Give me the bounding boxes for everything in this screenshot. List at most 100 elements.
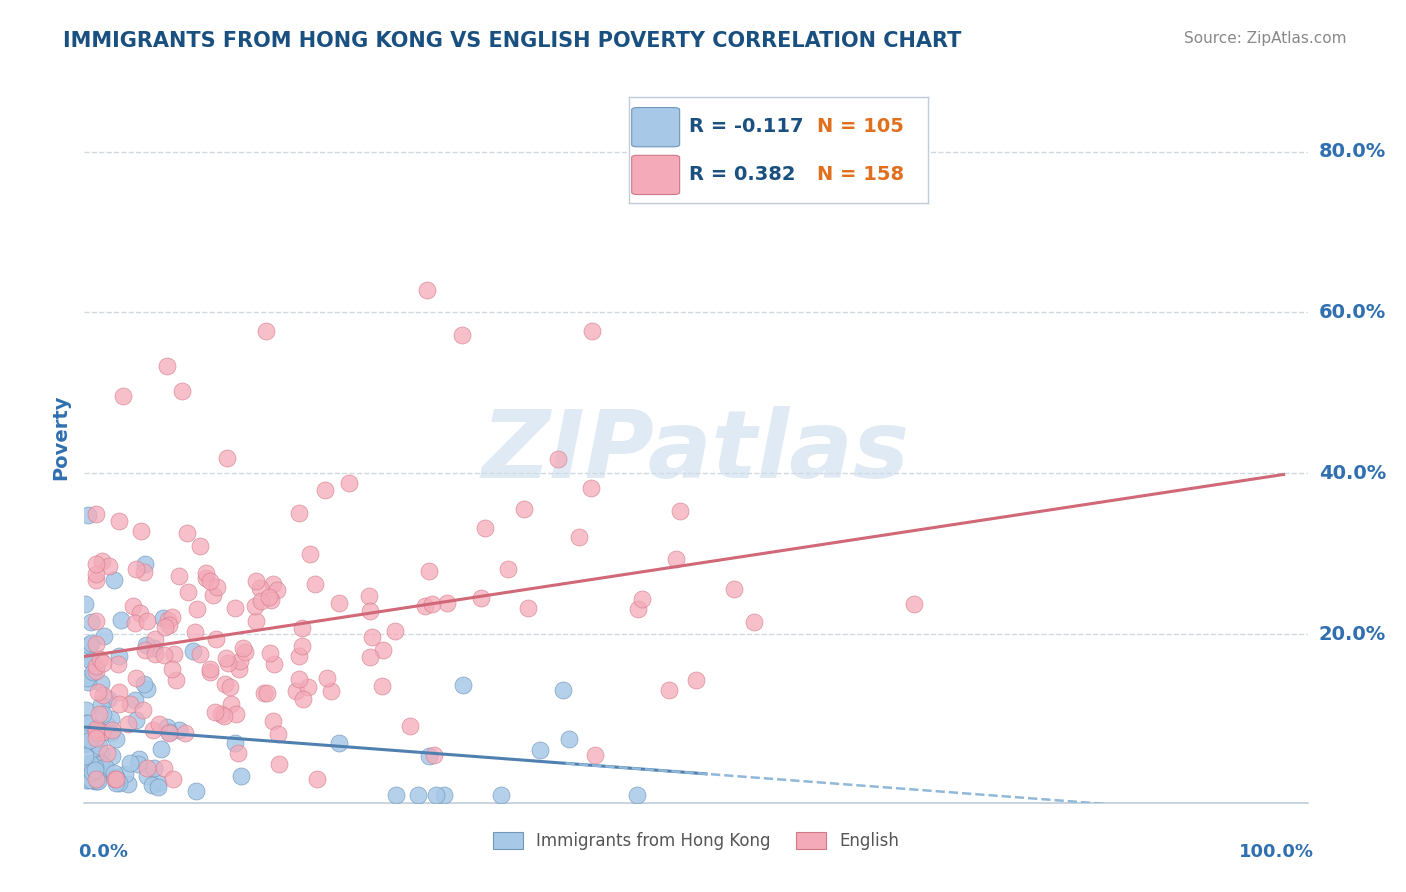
- Point: [87, 706, 110, 721]
- Point: [215, 650, 238, 665]
- Point: [127, 756, 149, 771]
- Point: [93, 629, 115, 643]
- Point: [107, 697, 129, 711]
- Point: [207, 580, 229, 594]
- Point: [328, 736, 350, 750]
- Point: [76, 759, 98, 773]
- Point: [91, 724, 114, 739]
- Point: [124, 616, 146, 631]
- Point: [105, 771, 128, 785]
- Point: [86, 557, 108, 571]
- Point: [903, 597, 925, 611]
- Legend: Immigrants from Hong Kong, English: Immigrants from Hong Kong, English: [486, 825, 905, 856]
- Point: [243, 599, 266, 614]
- Point: [136, 682, 159, 697]
- Point: [204, 632, 226, 646]
- Point: [103, 765, 125, 780]
- Point: [156, 613, 179, 627]
- Point: [253, 686, 276, 700]
- Point: [118, 697, 141, 711]
- Point: [84, 736, 107, 750]
- Point: [107, 514, 129, 528]
- Point: [82, 665, 104, 680]
- Point: [250, 594, 273, 608]
- Point: [136, 769, 159, 783]
- Point: [314, 483, 336, 497]
- Point: [91, 554, 114, 568]
- Point: [91, 657, 114, 671]
- Point: [665, 552, 688, 566]
- Point: [79, 760, 101, 774]
- Point: [195, 571, 218, 585]
- Point: [219, 697, 242, 711]
- Point: [86, 772, 108, 786]
- Point: [94, 759, 117, 773]
- Point: [143, 647, 166, 661]
- Point: [136, 614, 159, 628]
- Point: [245, 574, 267, 588]
- Point: [254, 324, 277, 338]
- Point: [122, 599, 145, 614]
- Point: [307, 772, 329, 786]
- Text: Source: ZipAtlas.com: Source: ZipAtlas.com: [1184, 31, 1347, 46]
- Text: IMMIGRANTS FROM HONG KONG VS ENGLISH POVERTY CORRELATION CHART: IMMIGRANTS FROM HONG KONG VS ENGLISH POV…: [63, 31, 962, 51]
- Point: [432, 788, 454, 802]
- Point: [87, 757, 110, 772]
- Point: [267, 727, 290, 741]
- Point: [101, 748, 124, 763]
- Point: [328, 596, 350, 610]
- Point: [547, 452, 569, 467]
- Point: [86, 614, 108, 628]
- Point: [162, 772, 184, 786]
- Point: [669, 503, 692, 517]
- Point: [91, 688, 114, 702]
- Point: [86, 724, 108, 739]
- Point: [167, 723, 190, 738]
- Point: [96, 718, 118, 732]
- Point: [76, 772, 98, 787]
- Point: [153, 620, 176, 634]
- Point: [86, 773, 108, 788]
- Point: [359, 604, 381, 618]
- Point: [568, 530, 591, 544]
- Point: [135, 761, 157, 775]
- Point: [90, 765, 112, 780]
- Point: [87, 739, 110, 753]
- Point: [89, 652, 111, 666]
- Point: [384, 788, 406, 802]
- Point: [291, 640, 314, 654]
- Point: [86, 722, 108, 736]
- Point: [80, 615, 103, 629]
- Point: [450, 327, 472, 342]
- Point: [76, 671, 98, 685]
- Point: [90, 698, 112, 713]
- Point: [489, 788, 512, 802]
- Point: [110, 614, 132, 628]
- Point: [373, 642, 395, 657]
- Point: [112, 389, 135, 403]
- Point: [141, 778, 163, 792]
- Point: [86, 685, 108, 699]
- Point: [90, 747, 112, 761]
- Point: [134, 677, 156, 691]
- Point: [86, 772, 108, 786]
- Point: [359, 590, 381, 604]
- Point: [86, 658, 108, 673]
- Point: [108, 685, 131, 699]
- Point: [77, 675, 100, 690]
- Point: [298, 548, 321, 562]
- Point: [97, 692, 120, 706]
- Point: [263, 657, 285, 671]
- Point: [186, 602, 208, 616]
- Point: [260, 592, 283, 607]
- Point: [84, 763, 107, 777]
- Point: [104, 772, 127, 786]
- Point: [125, 562, 148, 576]
- Point: [156, 719, 179, 733]
- Point: [79, 764, 101, 779]
- Point: [125, 713, 148, 727]
- Point: [79, 756, 101, 771]
- Point: [292, 692, 315, 706]
- Point: [177, 584, 200, 599]
- Point: [406, 788, 429, 802]
